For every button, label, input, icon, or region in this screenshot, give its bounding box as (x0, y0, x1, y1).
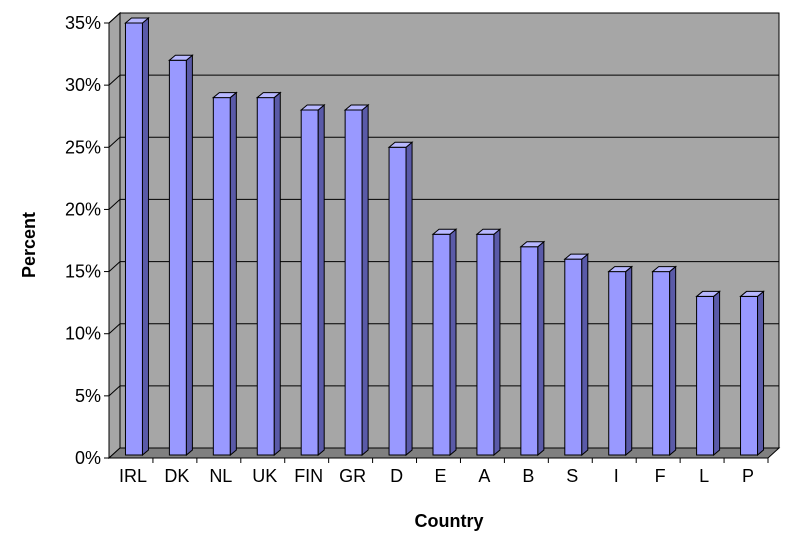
gridline (108, 385, 779, 397)
x-tick-label: E (434, 466, 446, 486)
bar-DK (168, 54, 194, 457)
bar-P (739, 290, 765, 457)
bar-side (713, 290, 721, 457)
bar-side (229, 91, 237, 457)
bar-front (652, 271, 671, 456)
bar-top (563, 253, 590, 260)
bar-front (256, 97, 275, 456)
y-tick-label: 20% (65, 199, 101, 219)
bar-side (669, 265, 677, 457)
x-tick-label: P (742, 466, 754, 486)
y-tick-label: 10% (65, 324, 101, 344)
bar-I (607, 265, 634, 457)
x-axis-title: Country (415, 511, 484, 531)
bar-top (431, 228, 458, 235)
gridline (108, 323, 779, 335)
axes (104, 22, 769, 463)
bar-UK (255, 91, 282, 457)
x-tick-label: F (655, 466, 666, 486)
gridline (108, 12, 779, 24)
bar-front (212, 97, 231, 456)
bar-front (696, 295, 715, 456)
bar-front (476, 233, 495, 456)
y-tick-label: 30% (65, 75, 101, 95)
bar-front (608, 271, 627, 456)
gridline (108, 136, 779, 148)
bar-front (564, 258, 583, 456)
bar-front (432, 233, 451, 456)
bar-front (344, 109, 363, 456)
bar-S (563, 253, 590, 457)
bar-GR (343, 103, 370, 457)
bar-top (651, 266, 678, 273)
y-tick-labels: 0% 5% 10% 15% 20% 25% 30% 35% (65, 13, 101, 468)
gridline (108, 198, 779, 210)
bar-A (475, 228, 502, 457)
bar-side (493, 228, 501, 457)
x-tick-label: A (478, 466, 490, 486)
y-tick-label: 0% (75, 448, 101, 468)
x-tick-label: IRL (119, 466, 147, 486)
x-tick-label: S (566, 466, 578, 486)
bar-top (607, 266, 634, 273)
bar-side (317, 103, 325, 457)
y-tick-label: 35% (65, 13, 101, 33)
x-tick-label: I (614, 466, 619, 486)
x-tick-label: NL (209, 466, 232, 486)
bar-front (300, 109, 319, 456)
bar-E (431, 228, 458, 457)
bar-top (168, 54, 194, 61)
bar-side (185, 54, 193, 457)
bar-side (141, 16, 149, 457)
bar-top (695, 290, 721, 297)
y-tick-label: 25% (65, 137, 101, 157)
bar-B (519, 240, 546, 457)
bar-top (519, 241, 546, 248)
bar-front (124, 22, 143, 456)
bar-top (475, 228, 502, 235)
bar-top (299, 104, 326, 111)
bar-top (739, 290, 765, 297)
bar-top (124, 17, 150, 24)
bar-top (387, 141, 414, 148)
x-tick-label: FIN (294, 466, 323, 486)
bar-NL (211, 91, 238, 457)
x-tick-label: B (522, 466, 534, 486)
gridlines (108, 12, 779, 397)
bar-top (211, 92, 238, 99)
bar-top (255, 92, 282, 99)
bar-IRL (124, 16, 150, 457)
bar-FIN (299, 103, 326, 457)
x-tick-label: DK (164, 466, 189, 486)
bar-side (757, 290, 765, 457)
bar-L (695, 290, 721, 457)
x-tick-labels: IRL DK NL UK FIN GR D E A B S I F L P (119, 466, 754, 486)
bar-front (388, 146, 407, 456)
x-tick-label: D (390, 466, 403, 486)
bar-side (625, 265, 633, 457)
bar-side (449, 228, 457, 457)
bar-side (581, 253, 589, 457)
x-tick-label: UK (252, 466, 277, 486)
bar-side (273, 91, 281, 457)
gridline (108, 74, 779, 86)
bar-top (343, 104, 370, 111)
y-tick-label: 5% (75, 386, 101, 406)
bar-front (740, 295, 759, 456)
bar-front (520, 246, 539, 456)
bar-F (651, 265, 678, 457)
y-axis-title: Percent (19, 212, 39, 278)
gridline (108, 261, 779, 272)
bar-D (387, 141, 414, 457)
bars (124, 16, 765, 457)
y-tick-label: 15% (65, 262, 101, 282)
x-tick-label: GR (339, 466, 366, 486)
bar-side (537, 240, 545, 457)
bar-side (361, 103, 369, 457)
bar-side (405, 141, 413, 457)
x-tick-label: L (699, 466, 709, 486)
bar-front (168, 59, 187, 456)
